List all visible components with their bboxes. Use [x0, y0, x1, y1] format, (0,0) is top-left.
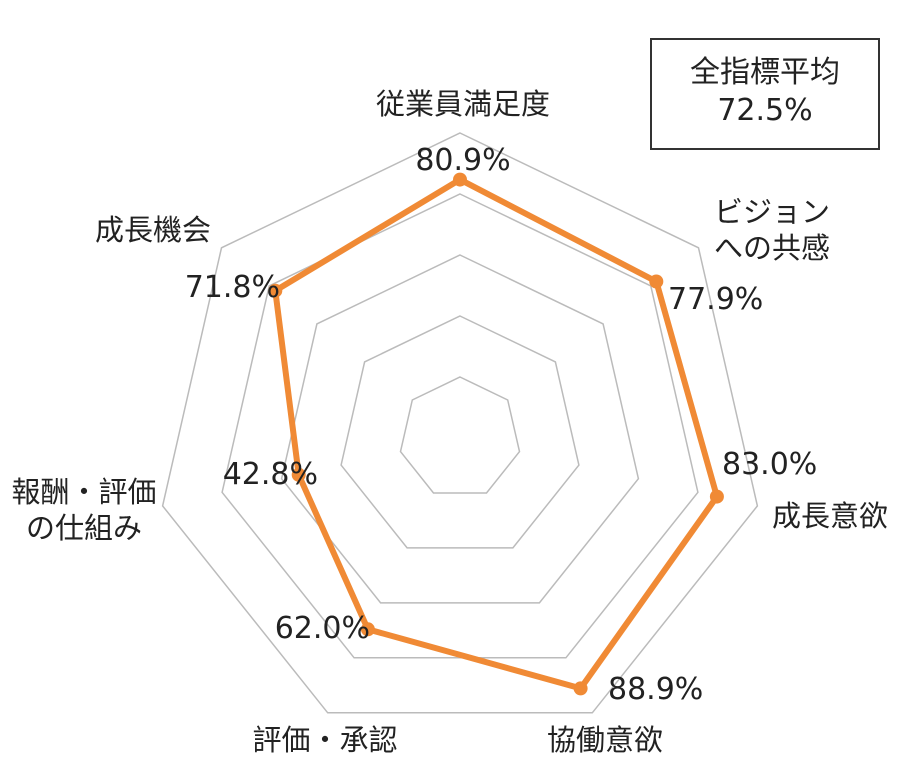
data-point-6: [291, 467, 306, 482]
data-label-7: 71.8%: [185, 270, 280, 305]
axis-label-7: 成長機会: [95, 213, 211, 247]
axis-label-5: 評価・承認: [252, 723, 397, 757]
data-point-5: [360, 622, 375, 637]
data-point-2: [649, 274, 664, 289]
average-label: 全指標平均: [690, 55, 840, 90]
data-series-line: [272, 176, 720, 692]
data-label-5: 62.0%: [275, 611, 370, 646]
grid-ring-2: [340, 315, 580, 549]
average-value: 72.5%: [717, 93, 813, 128]
axis-label-line: 協働意欲: [547, 723, 663, 757]
data-point-4: [573, 681, 588, 696]
data-label-1: 80.9%: [415, 143, 510, 178]
data-label-2: 77.9%: [668, 282, 763, 317]
grid-ring-1: [399, 376, 521, 494]
data-point-1: [453, 172, 467, 187]
axis-label-line: 成長機会: [95, 213, 211, 247]
data-label-6: 42.8%: [223, 457, 318, 492]
axis-label-line: 評価・承認: [252, 723, 397, 757]
axis-label-3: 成長意欲: [772, 499, 888, 533]
data-label-3: 83.0%: [722, 447, 817, 482]
average-summary-box: 全指標平均 72.5%: [650, 38, 880, 150]
axis-label-line: ビジョン: [714, 195, 830, 229]
grid-ring-5: [161, 132, 759, 714]
axis-label-line: 従業員満足度: [376, 87, 550, 121]
axis-label-line: 報酬・評価: [11, 475, 156, 509]
grid-ring-3: [280, 254, 640, 604]
data-label-4: 88.9%: [608, 672, 703, 707]
axis-label-line: 成長意欲: [772, 499, 888, 533]
data-point-3: [709, 489, 724, 504]
axis-label-line: の仕組み: [26, 511, 142, 545]
data-point-7: [268, 283, 283, 298]
axis-label-4: 協働意欲: [547, 723, 663, 757]
axis-label-2: ビジョンへの共感: [714, 195, 830, 265]
axis-label-1: 従業員満足度: [376, 87, 550, 121]
axis-label-6: 報酬・評価の仕組み: [11, 475, 156, 545]
axis-label-line: への共感: [714, 231, 830, 265]
